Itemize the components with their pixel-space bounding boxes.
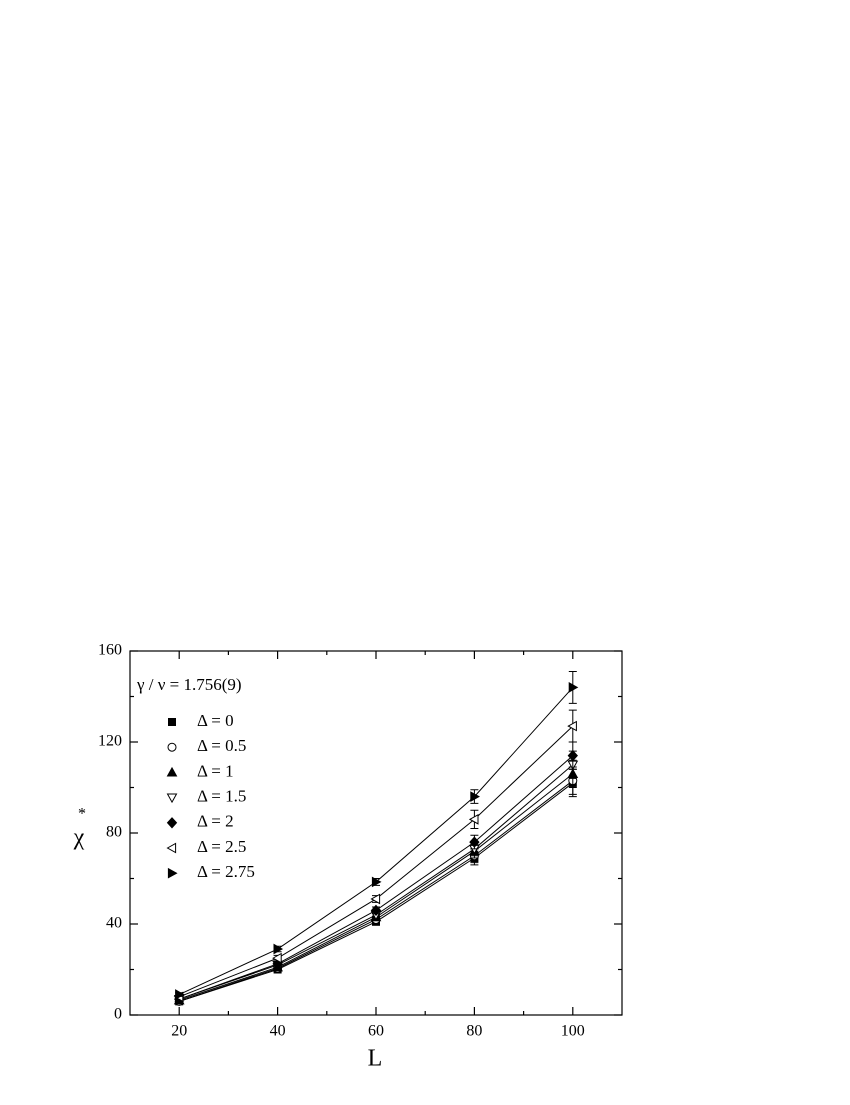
marker — [567, 720, 577, 732]
y-axis-label-sup: * — [78, 806, 86, 823]
legend-marker — [166, 766, 178, 777]
legend-label: Δ = 1 — [197, 761, 234, 780]
y-tick-label: 160 — [98, 642, 122, 659]
plot-frame — [129, 650, 623, 1016]
x-tick-label: 100 — [561, 1023, 585, 1040]
x-tick-label: 40 — [270, 1023, 286, 1040]
annotation: γ / ν = 1.756(9) — [136, 675, 242, 694]
series-line — [179, 780, 574, 1002]
marker — [567, 749, 578, 762]
y-tick-label: 0 — [114, 1006, 122, 1023]
legend-marker — [166, 817, 178, 829]
y-tick-label: 40 — [106, 915, 122, 932]
marker — [470, 791, 480, 802]
legend-label: Δ = 2.5 — [197, 837, 246, 856]
x-tick-label: 80 — [466, 1023, 482, 1040]
y-tick-label: 120 — [98, 733, 122, 750]
legend-label: Δ = 0.5 — [197, 736, 246, 755]
legend-label: Δ = 0 — [197, 711, 234, 730]
legend-marker — [167, 867, 178, 879]
x-axis-label: L — [368, 1046, 383, 1072]
y-axis-label: χ — [73, 825, 85, 851]
marker — [175, 989, 185, 1000]
marker — [468, 814, 479, 825]
marker — [568, 682, 579, 693]
marker — [469, 836, 480, 848]
x-tick-label: 60 — [368, 1023, 384, 1040]
marker — [370, 904, 382, 917]
marker — [371, 876, 382, 888]
marker — [370, 893, 381, 905]
marker — [272, 952, 282, 964]
x-tick-label: 20 — [171, 1023, 187, 1040]
legend-label: Δ = 2 — [197, 812, 234, 831]
legend-marker — [166, 842, 177, 854]
legend-label: Δ = 1.5 — [197, 787, 246, 806]
marker — [273, 943, 284, 955]
legend-marker — [168, 718, 176, 726]
legend-marker — [167, 742, 177, 752]
legend-marker — [166, 793, 178, 804]
y-tick-label: 80 — [106, 824, 122, 841]
legend-label: Δ = 2.75 — [197, 862, 255, 881]
